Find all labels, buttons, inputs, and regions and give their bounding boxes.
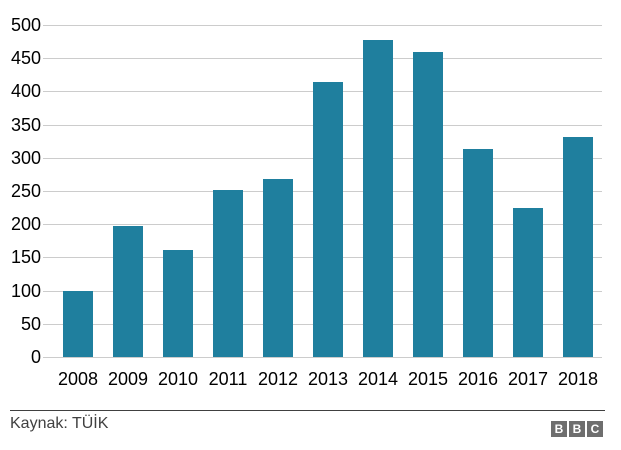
x-axis-label: 2011 xyxy=(208,369,248,389)
x-axis-label: 2016 xyxy=(457,369,499,389)
y-axis-tick-label: 450 xyxy=(10,48,41,69)
y-axis-tick-label: 350 xyxy=(10,114,41,135)
gridline xyxy=(43,58,602,60)
bar-2013 xyxy=(313,82,343,357)
bar-2018 xyxy=(563,137,593,357)
source-label: Kaynak: TÜİK xyxy=(10,415,109,432)
x-axis-label: 2009 xyxy=(107,369,149,389)
x-axis-label: 2018 xyxy=(557,369,599,389)
bar-2010 xyxy=(163,250,193,357)
y-axis-tick-label: 0 xyxy=(30,347,41,367)
gridline xyxy=(43,357,602,358)
bar-2016 xyxy=(463,149,493,357)
bbc-logo-block: B xyxy=(569,421,585,437)
gridline xyxy=(43,25,602,26)
y-axis-tick-label: 50 xyxy=(20,313,41,334)
bar-2012 xyxy=(263,179,293,357)
y-axis-tick-label: 200 xyxy=(10,214,41,235)
y-axis-tick-label: 150 xyxy=(10,247,41,268)
bar-2008 xyxy=(63,290,93,357)
x-axis-label: 2017 xyxy=(507,369,549,389)
y-axis-tick-label: 500 xyxy=(10,15,41,35)
x-axis-label: 2015 xyxy=(407,369,449,389)
bbc-logo-block: B xyxy=(551,421,567,437)
x-axis-label: 2013 xyxy=(307,369,349,389)
footer-divider xyxy=(10,410,605,411)
y-axis-tick-label: 400 xyxy=(10,81,41,102)
x-axis-label: 2010 xyxy=(157,369,199,389)
bar-2011 xyxy=(213,189,243,357)
y-axis-tick-label: 250 xyxy=(10,181,41,201)
bbc-logo-block: C xyxy=(587,421,603,437)
bar-2014 xyxy=(363,40,393,357)
bar-2009 xyxy=(113,226,143,357)
y-axis-tick-label: 100 xyxy=(10,280,41,301)
y-axis-tick-label: 300 xyxy=(10,147,41,168)
x-axis-label: 2014 xyxy=(357,369,399,389)
bar-2015 xyxy=(413,51,443,357)
bar-2017 xyxy=(513,208,543,357)
x-axis-label: 2012 xyxy=(257,369,299,389)
x-axis-label: 2008 xyxy=(57,369,99,389)
